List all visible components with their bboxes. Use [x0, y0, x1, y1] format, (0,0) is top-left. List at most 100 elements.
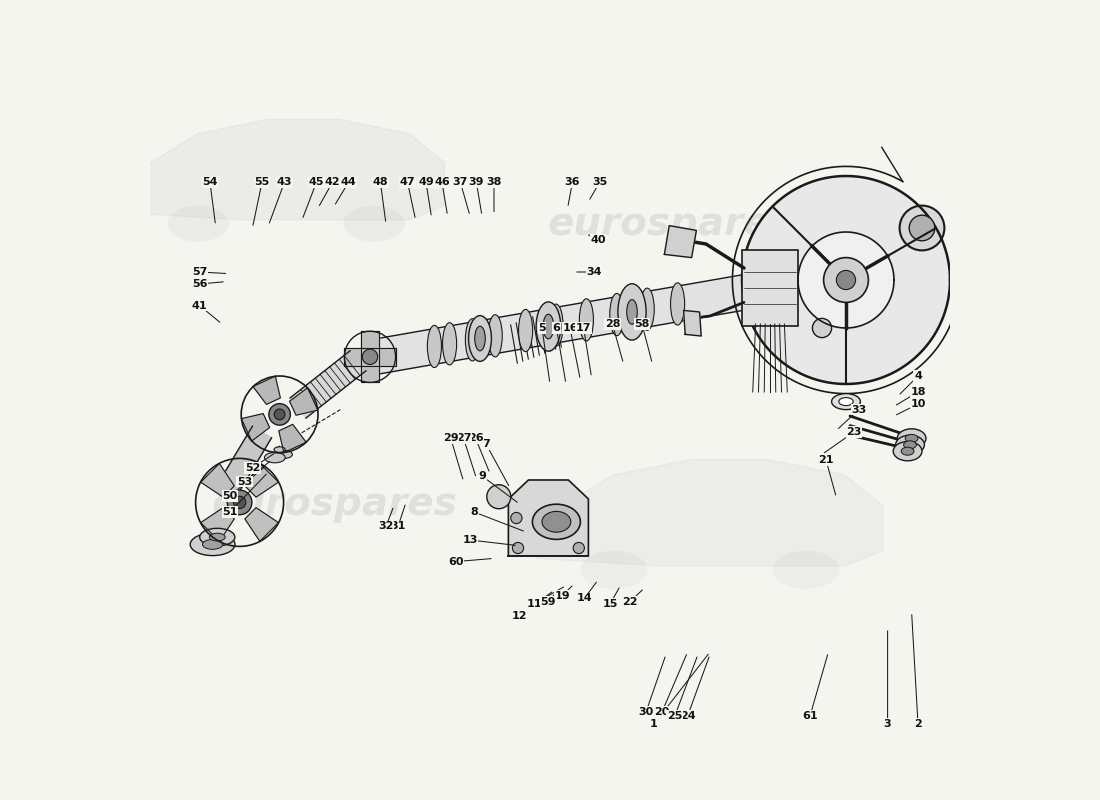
Polygon shape: [200, 508, 234, 542]
Text: 17: 17: [576, 323, 592, 333]
Text: 2: 2: [914, 719, 922, 729]
Polygon shape: [278, 424, 306, 453]
Ellipse shape: [903, 441, 916, 449]
Ellipse shape: [276, 450, 293, 458]
Ellipse shape: [609, 294, 624, 336]
Text: 10: 10: [911, 399, 926, 409]
Text: 15: 15: [603, 599, 618, 609]
Text: 33: 33: [851, 405, 867, 414]
Ellipse shape: [832, 394, 860, 410]
Ellipse shape: [487, 485, 510, 509]
Ellipse shape: [343, 206, 405, 242]
Polygon shape: [742, 176, 950, 384]
Polygon shape: [508, 480, 588, 556]
Ellipse shape: [442, 322, 456, 365]
Ellipse shape: [640, 288, 654, 330]
Ellipse shape: [469, 315, 492, 362]
Ellipse shape: [905, 434, 918, 442]
Text: 6: 6: [552, 323, 560, 333]
Polygon shape: [289, 388, 318, 415]
Text: 59: 59: [541, 597, 557, 606]
Polygon shape: [245, 508, 278, 542]
Text: 9: 9: [478, 471, 486, 481]
Polygon shape: [683, 310, 701, 336]
Polygon shape: [361, 331, 379, 382]
Text: 32: 32: [378, 522, 394, 531]
Ellipse shape: [549, 304, 563, 346]
Text: 53: 53: [236, 477, 252, 486]
Ellipse shape: [573, 542, 584, 554]
Ellipse shape: [190, 533, 235, 555]
Polygon shape: [798, 232, 894, 328]
Text: 37: 37: [453, 178, 469, 187]
Text: 39: 39: [469, 178, 484, 187]
Polygon shape: [290, 350, 366, 418]
Text: 34: 34: [586, 267, 602, 277]
Ellipse shape: [836, 270, 856, 290]
Text: 41: 41: [191, 301, 208, 310]
Ellipse shape: [228, 490, 252, 514]
Ellipse shape: [532, 504, 581, 539]
Ellipse shape: [772, 550, 839, 589]
Ellipse shape: [264, 453, 285, 462]
Text: 52: 52: [244, 463, 260, 473]
Text: 40: 40: [591, 235, 606, 245]
Ellipse shape: [580, 298, 593, 341]
Text: 31: 31: [390, 522, 406, 531]
Text: 23: 23: [846, 427, 861, 437]
Polygon shape: [253, 376, 280, 405]
Text: 11: 11: [526, 599, 541, 609]
Text: eurospares: eurospares: [211, 485, 456, 523]
Text: 7: 7: [482, 439, 490, 449]
Text: eurospares: eurospares: [547, 205, 793, 243]
Text: 16: 16: [562, 323, 578, 333]
Text: 55: 55: [254, 178, 270, 187]
Text: 35: 35: [592, 178, 607, 187]
Text: 20: 20: [654, 707, 670, 717]
Ellipse shape: [202, 539, 222, 550]
Ellipse shape: [910, 215, 935, 241]
Text: 61: 61: [802, 711, 817, 721]
Text: 50: 50: [222, 491, 238, 501]
Text: 47: 47: [399, 178, 416, 187]
Text: 29: 29: [443, 434, 459, 443]
Ellipse shape: [209, 534, 226, 541]
Text: 13: 13: [462, 535, 477, 545]
Polygon shape: [664, 226, 696, 258]
Ellipse shape: [362, 349, 377, 365]
Polygon shape: [241, 414, 270, 441]
Polygon shape: [200, 463, 234, 497]
Ellipse shape: [465, 318, 480, 361]
Ellipse shape: [274, 446, 285, 453]
Text: 58: 58: [635, 319, 650, 329]
Ellipse shape: [543, 314, 553, 339]
Ellipse shape: [518, 310, 532, 352]
Text: 44: 44: [341, 178, 356, 187]
Text: 5: 5: [538, 323, 546, 333]
Ellipse shape: [233, 496, 245, 509]
Text: 60: 60: [448, 557, 463, 566]
Ellipse shape: [813, 318, 832, 338]
Text: 42: 42: [324, 178, 340, 187]
Ellipse shape: [542, 511, 571, 532]
Text: 8: 8: [470, 507, 477, 517]
Text: 3: 3: [883, 719, 891, 729]
Polygon shape: [344, 348, 396, 366]
Ellipse shape: [200, 528, 235, 546]
Text: 21: 21: [818, 455, 834, 465]
Text: 45: 45: [309, 178, 324, 187]
Polygon shape: [537, 459, 883, 566]
Text: 36: 36: [564, 178, 580, 187]
Ellipse shape: [839, 398, 854, 406]
Text: 22: 22: [623, 597, 638, 606]
Polygon shape: [363, 274, 749, 376]
Text: 51: 51: [222, 507, 238, 517]
Text: 30: 30: [638, 707, 653, 717]
Ellipse shape: [268, 404, 290, 425]
Ellipse shape: [898, 429, 926, 448]
Ellipse shape: [510, 512, 522, 524]
Text: 48: 48: [373, 178, 388, 187]
Ellipse shape: [900, 206, 945, 250]
Ellipse shape: [901, 447, 914, 455]
Ellipse shape: [536, 302, 561, 351]
